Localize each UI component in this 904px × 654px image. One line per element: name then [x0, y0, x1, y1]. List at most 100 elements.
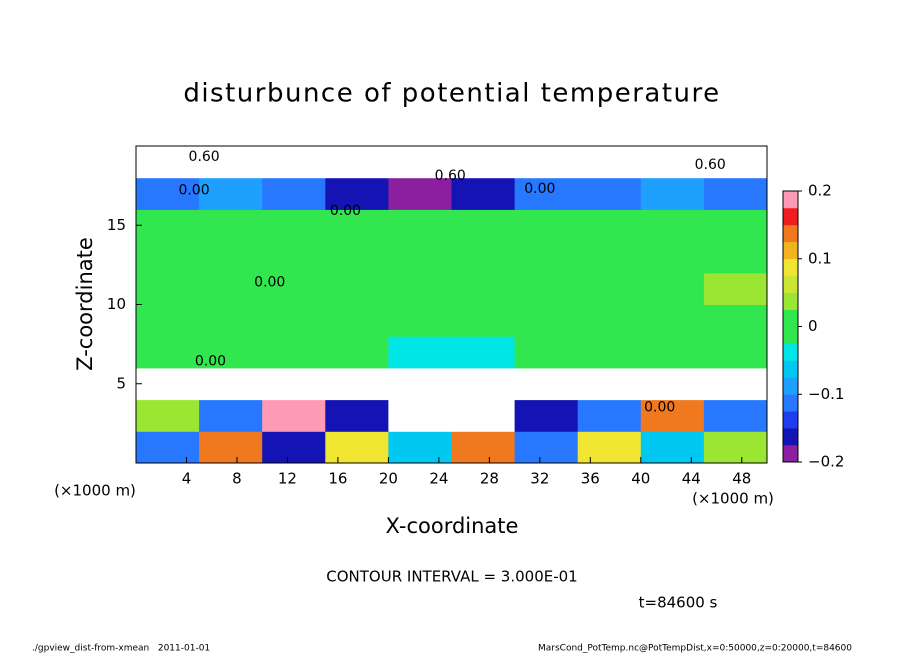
cell: [388, 367, 452, 401]
colorbar-band: [783, 360, 798, 378]
x-tick-label: 28: [480, 470, 499, 488]
cell: [514, 209, 579, 242]
cell: [451, 367, 516, 401]
time-label: t=84600 s: [639, 594, 718, 612]
cell: [136, 304, 200, 337]
cell: [136, 241, 200, 274]
cell: [451, 431, 516, 464]
cell: [640, 367, 705, 401]
colorbar-band: [783, 309, 798, 327]
colorbar-band: [783, 377, 798, 395]
cell: [514, 146, 579, 179]
y-unit: (×1000 m): [54, 482, 136, 500]
x-tick-label: 48: [732, 470, 751, 488]
cell: [262, 304, 326, 337]
cell: [262, 209, 326, 242]
cell: [325, 304, 389, 337]
x-tick-label: 40: [631, 470, 650, 488]
cell: [577, 177, 642, 210]
contour-label: 0.60: [695, 157, 726, 173]
contour-label: 0.00: [254, 274, 285, 290]
cell: [262, 272, 326, 305]
colorbar-band: [783, 275, 798, 293]
cell: [262, 367, 326, 401]
y-tick-label: 15: [107, 216, 126, 234]
colorbar-tick-label: −0.2: [808, 453, 844, 471]
y-tick-label: 10: [107, 295, 126, 313]
cell: [451, 336, 516, 369]
cell: [451, 209, 516, 242]
cell: [577, 367, 642, 401]
cell: [262, 336, 326, 369]
cell: [199, 272, 263, 305]
cell: [577, 399, 642, 432]
colorbar-band: [783, 411, 798, 429]
x-unit: (×1000 m): [692, 490, 774, 508]
cell: [325, 177, 389, 210]
cell: [451, 399, 516, 432]
colorbar-tick-label: 0.2: [808, 182, 832, 200]
cell: [640, 177, 705, 210]
contour-interval: CONTOUR INTERVAL = 3.000E-01: [326, 568, 577, 586]
cell: [136, 399, 200, 432]
cell: [703, 336, 768, 369]
cell: [388, 209, 452, 242]
cell: [262, 399, 326, 432]
chart-title: disturbunce of potential temperature: [183, 79, 720, 109]
colorbar-tick-label: 0: [808, 317, 818, 335]
colorbar-band: [783, 258, 798, 276]
x-tick-label: 32: [530, 470, 549, 488]
contour-label: 0.60: [189, 149, 220, 165]
cell: [136, 146, 200, 179]
contour-label: 0.00: [644, 400, 675, 416]
cell: [640, 209, 705, 242]
cell: [577, 241, 642, 274]
cell: [514, 399, 579, 432]
cell: [325, 336, 389, 369]
cell: [199, 431, 263, 464]
cell: [325, 399, 389, 432]
x-axis-label: X-coordinate: [386, 514, 519, 538]
cell: [136, 431, 200, 464]
cell: [262, 241, 326, 274]
cell: [199, 367, 263, 401]
colorbar-band: [783, 343, 798, 361]
cell: [451, 241, 516, 274]
cell: [703, 367, 768, 401]
contour-label: 0.00: [178, 182, 209, 198]
x-tick-label: 8: [232, 470, 242, 488]
colorbar-band: [783, 394, 798, 412]
cell: [388, 272, 452, 305]
colorbar-tick-label: −0.1: [808, 385, 844, 403]
cell: [451, 177, 516, 210]
contour-label: 0.00: [330, 203, 361, 219]
cell: [514, 367, 579, 401]
cell: [325, 146, 389, 179]
cell: [199, 399, 263, 432]
cell: [703, 209, 768, 242]
cell: [703, 272, 768, 305]
colorbar-band: [783, 191, 798, 209]
cell: [640, 241, 705, 274]
cell: [640, 272, 705, 305]
cell: [199, 241, 263, 274]
x-tick-label: 20: [379, 470, 398, 488]
cell: [388, 304, 452, 337]
cell: [388, 431, 452, 464]
colorbar-tick-label: 0.1: [808, 249, 832, 267]
x-tick-label: 44: [682, 470, 701, 488]
cell: [451, 304, 516, 337]
cell: [640, 304, 705, 337]
contour-label: 0.60: [435, 168, 466, 184]
cell: [640, 399, 705, 432]
cell: [451, 272, 516, 305]
cell: [703, 304, 768, 337]
cell: [325, 241, 389, 274]
cell: [640, 146, 705, 179]
cell: [325, 431, 389, 464]
cell: [199, 336, 263, 369]
y-axis-label: Z-coordinate: [73, 237, 97, 371]
y-tick-label: 5: [116, 374, 126, 392]
cell: [514, 241, 579, 274]
